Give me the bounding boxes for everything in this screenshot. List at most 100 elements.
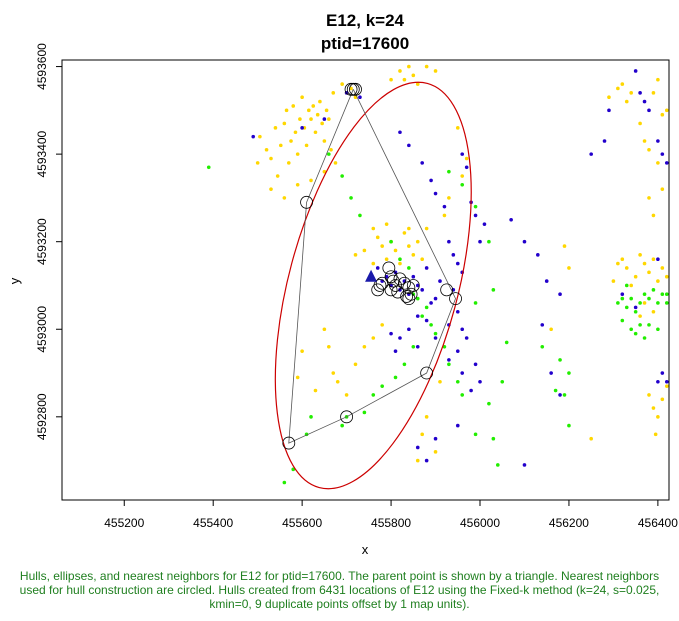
data-point-blue — [638, 91, 642, 95]
data-point-yellow — [407, 244, 411, 248]
data-point-yellow — [651, 213, 656, 218]
data-point-green — [460, 182, 465, 187]
data-point-green — [282, 480, 287, 485]
data-point-yellow — [642, 301, 647, 305]
hull-neighbor-circle — [386, 274, 400, 288]
data-point-blue — [455, 261, 460, 266]
hull-neighbor-circle — [449, 292, 462, 306]
y-tick-label: 4593200 — [35, 218, 49, 265]
data-point-blue — [407, 143, 411, 148]
data-point-yellow — [651, 309, 656, 314]
data-point-green — [624, 283, 629, 288]
data-point-blue — [322, 117, 327, 121]
data-point-blue — [558, 292, 562, 297]
data-point-yellow — [282, 196, 287, 200]
data-point-blue — [424, 266, 429, 270]
data-point-yellow — [311, 104, 316, 108]
data-point-green — [642, 292, 647, 297]
data-point-yellow — [624, 266, 629, 270]
data-point-yellow — [656, 77, 660, 82]
data-point-blue — [447, 358, 451, 362]
hull-neighbor-circle — [349, 82, 362, 96]
data-point-blue — [509, 218, 513, 222]
data-point-blue — [469, 388, 473, 393]
data-point-yellow — [335, 379, 340, 384]
data-point-green — [638, 323, 642, 327]
data-point-blue — [455, 309, 460, 314]
data-point-yellow — [389, 77, 393, 82]
data-point-green — [660, 292, 665, 297]
data-point-green — [633, 331, 638, 336]
data-point-yellow — [464, 156, 469, 161]
data-point-yellow — [275, 174, 280, 178]
data-point-blue — [473, 362, 478, 367]
data-point-blue — [251, 134, 256, 139]
data-point-blue — [664, 379, 669, 384]
data-point-yellow — [638, 253, 642, 257]
hull-neighbor-circle — [391, 285, 405, 299]
data-point-yellow — [438, 379, 442, 384]
data-point-blue — [664, 161, 669, 165]
data-point-green — [647, 323, 651, 327]
scatter-plot: E12, k=24 ptid=17600 455200 455400 455600 4… — [7, 11, 678, 557]
data-point-yellow — [307, 108, 311, 113]
figure-caption: Hulls, ellipses, and nearest neighbors f… — [19, 569, 660, 611]
data-point-yellow — [371, 261, 376, 266]
data-point-yellow — [402, 231, 407, 235]
data-point-yellow — [322, 139, 327, 143]
data-point-yellow — [433, 450, 438, 454]
data-point-blue — [424, 458, 429, 463]
data-point-green — [340, 174, 344, 178]
data-point-blue — [451, 253, 456, 257]
data-point-blue — [455, 349, 460, 353]
data-point-yellow — [455, 126, 460, 130]
data-point-green — [362, 410, 367, 415]
y-tick-label: 4593000 — [35, 306, 49, 353]
data-point-green — [420, 314, 424, 318]
data-point-yellow — [322, 169, 327, 174]
data-point-blue — [415, 344, 420, 349]
data-point-blue — [358, 95, 362, 100]
data-point-yellow — [664, 274, 669, 279]
data-point-blue — [393, 349, 398, 353]
data-point-blue — [540, 323, 545, 327]
data-point-yellow — [371, 336, 376, 340]
data-point-blue — [647, 108, 651, 113]
data-point-yellow — [411, 73, 416, 78]
data-point-blue — [447, 239, 451, 244]
data-point-yellow — [278, 143, 283, 148]
data-point-yellow — [371, 226, 376, 231]
data-point-yellow — [331, 91, 336, 95]
data-point-yellow — [656, 279, 660, 283]
data-point-yellow — [611, 279, 616, 283]
data-point-yellow — [415, 82, 420, 86]
data-point-yellow — [289, 139, 293, 143]
data-point-yellow — [549, 327, 553, 332]
data-point-yellow — [295, 182, 300, 187]
data-point-yellow — [442, 213, 447, 218]
data-point-yellow — [322, 327, 327, 332]
data-point-yellow — [660, 187, 665, 191]
data-point-yellow — [424, 415, 429, 419]
data-point-green — [651, 288, 656, 292]
data-point-yellow — [315, 112, 320, 117]
data-point-yellow — [656, 415, 660, 419]
hull-neighbor-circle — [340, 410, 354, 424]
data-point-green — [616, 301, 620, 305]
data-point-green — [424, 305, 429, 310]
data-point-blue — [433, 191, 438, 196]
data-point-yellow — [269, 187, 273, 191]
data-point-yellow — [647, 196, 651, 200]
data-point-yellow — [562, 244, 567, 248]
data-point-green — [402, 362, 407, 367]
data-point-blue — [384, 274, 389, 279]
data-point-yellow — [653, 432, 658, 437]
data-point-yellow — [616, 86, 620, 91]
data-point-yellow — [273, 126, 278, 130]
data-point-yellow — [651, 406, 656, 410]
data-point-blue — [660, 152, 665, 156]
data-point-yellow — [642, 261, 647, 266]
data-point-blue — [411, 274, 416, 279]
data-point-blue — [438, 279, 442, 283]
data-point-yellow — [293, 130, 298, 135]
